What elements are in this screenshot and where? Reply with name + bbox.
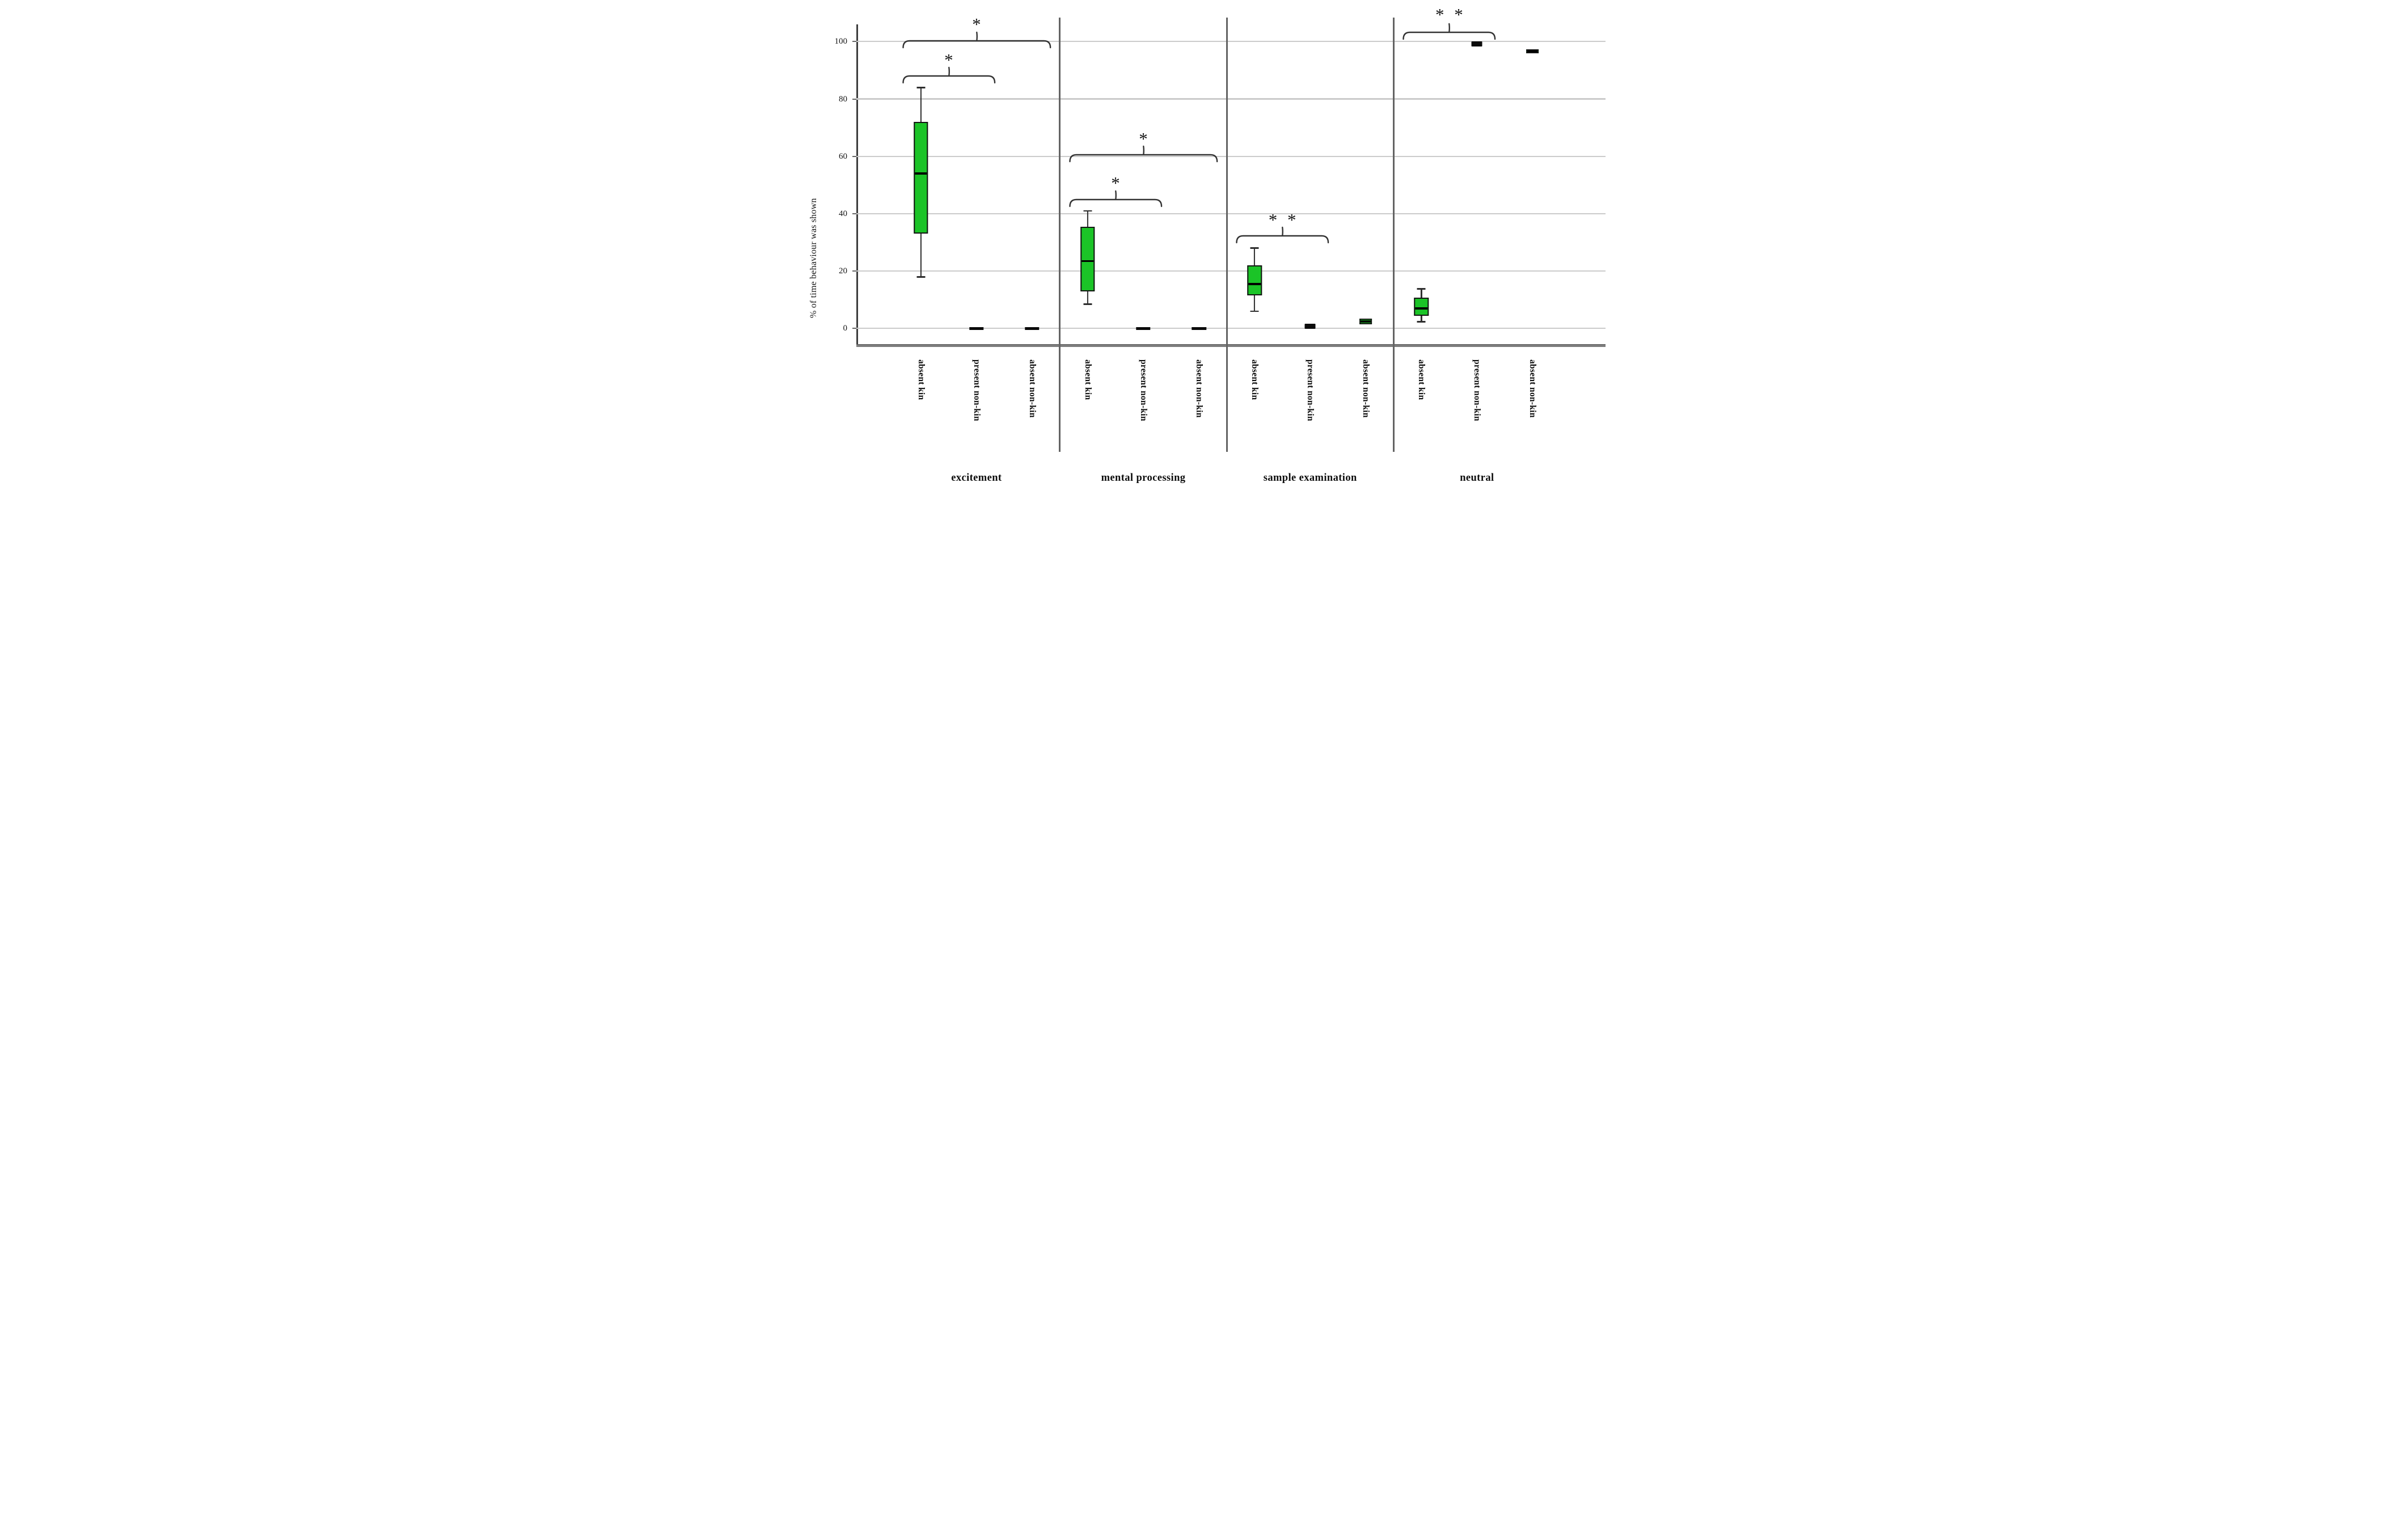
y-tick-mark-40 xyxy=(852,213,856,214)
plot-area: % of time behaviour was shown 0 20 40 60 80 1… xyxy=(803,0,1606,507)
upper-whisker-cap-neutral-absent-kin xyxy=(1417,288,1426,290)
gridline-0 xyxy=(856,328,1606,329)
significance-bracket-1 xyxy=(902,66,995,84)
box-neutral-absent-kin xyxy=(1414,297,1429,316)
x-axis-baseline xyxy=(856,344,1606,347)
group-label-sample-examination: sample examination xyxy=(1263,472,1357,484)
zero-dash-excitement-absent-non-kin xyxy=(1025,327,1040,330)
group-separator-1 xyxy=(1059,18,1061,452)
significance-bracket-2 xyxy=(1069,145,1218,163)
significance-label-0: * xyxy=(972,14,981,34)
lower-whisker-cap-excitement-absent-kin xyxy=(916,276,926,278)
x-tick-label-sample-examination-absent-non-kin: absent non-kin xyxy=(1361,359,1371,418)
upper-whisker-cap-mental-processing-absent-kin xyxy=(1083,210,1092,212)
zero-dash-mental-processing-absent-non-kin xyxy=(1192,327,1206,330)
gridline-100 xyxy=(856,41,1606,43)
gridline-80 xyxy=(856,98,1606,100)
median-mental-processing-absent-kin xyxy=(1082,260,1094,262)
box-sample-examination-absent-kin xyxy=(1247,265,1262,296)
median-sample-examination-absent-kin xyxy=(1248,283,1261,285)
lower-whisker-cap-sample-examination-absent-kin xyxy=(1250,310,1259,312)
upper-whisker-sample-examination-absent-kin xyxy=(1254,248,1256,265)
x-tick-label-excitement-absent-non-kin: absent non-kin xyxy=(1027,359,1037,418)
tiny-box-sample-examination-present-non-kin xyxy=(1304,324,1316,329)
significance-bracket-4 xyxy=(1236,226,1329,244)
group-separator-3 xyxy=(1392,18,1395,452)
significance-bracket-0 xyxy=(902,31,1051,48)
y-axis-line xyxy=(856,24,858,346)
y-tick-mark-100 xyxy=(852,41,856,43)
lower-whisker-mental-processing-absent-kin xyxy=(1087,291,1089,304)
lower-whisker-cap-mental-processing-absent-kin xyxy=(1083,303,1092,305)
y-tick-label-100: 100 xyxy=(834,37,848,46)
box-mental-processing-absent-kin xyxy=(1080,226,1095,291)
y-tick-label-60: 60 xyxy=(839,151,848,161)
group-label-excitement: excitement xyxy=(951,472,1002,484)
gridline-60 xyxy=(856,155,1606,157)
x-tick-label-sample-examination-present-non-kin: present non-kin xyxy=(1306,359,1316,421)
zero-dash-excitement-present-non-kin xyxy=(969,327,984,330)
y-tick-mark-80 xyxy=(852,98,856,100)
y-tick-mark-20 xyxy=(852,270,856,272)
x-tick-label-mental-processing-absent-kin: absent kin xyxy=(1083,359,1093,400)
significance-label-1: * xyxy=(944,49,953,70)
significance-bracket-3 xyxy=(1069,190,1162,207)
lower-whisker-cap-neutral-absent-kin xyxy=(1417,321,1426,323)
gridline-20 xyxy=(856,270,1606,272)
significance-label-5: * * xyxy=(1435,4,1463,24)
x-tick-label-excitement-present-non-kin: present non-kin xyxy=(971,359,982,421)
y-tick-label-40: 40 xyxy=(839,209,848,218)
significance-label-4: * * xyxy=(1268,209,1296,230)
box-excitement-absent-kin xyxy=(914,121,928,234)
boxplot-figure: % of time behaviour was shown 0 20 40 60 80 1… xyxy=(802,0,1606,507)
y-tick-label-0: 0 xyxy=(843,324,848,333)
group-label-neutral: neutral xyxy=(1460,472,1494,484)
zero-dash-mental-processing-present-non-kin xyxy=(1136,327,1151,330)
significance-label-2: * xyxy=(1139,128,1148,149)
median-neutral-absent-kin xyxy=(1415,307,1428,310)
upper-whisker-excitement-absent-kin xyxy=(920,87,922,122)
y-tick-label-20: 20 xyxy=(839,266,848,276)
median-neutral-absent-non-kin xyxy=(1527,50,1538,52)
x-tick-label-sample-examination-absent-kin: absent kin xyxy=(1250,359,1260,400)
x-tick-label-neutral-present-non-kin: present non-kin xyxy=(1472,359,1482,421)
median-excitement-absent-kin xyxy=(915,172,927,175)
significance-bracket-5 xyxy=(1402,23,1496,40)
y-tick-label-80: 80 xyxy=(839,94,848,104)
upper-whisker-neutral-absent-kin xyxy=(1421,289,1422,298)
gridline-40 xyxy=(856,213,1606,214)
significance-label-3: * xyxy=(1111,173,1120,193)
upper-whisker-cap-excitement-absent-kin xyxy=(916,86,926,88)
x-tick-label-mental-processing-present-non-kin: present non-kin xyxy=(1139,359,1149,421)
x-tick-label-neutral-absent-kin: absent kin xyxy=(1417,359,1427,400)
group-separator-2 xyxy=(1226,18,1228,452)
x-tick-label-excitement-absent-kin: absent kin xyxy=(916,359,926,400)
x-tick-label-neutral-absent-non-kin: absent non-kin xyxy=(1528,359,1538,418)
y-tick-mark-0 xyxy=(852,328,856,329)
tiny-box-neutral-present-non-kin xyxy=(1471,41,1482,46)
lower-whisker-excitement-absent-kin xyxy=(920,234,922,277)
lower-whisker-sample-examination-absent-kin xyxy=(1254,295,1256,311)
median-sample-examination-absent-non-kin xyxy=(1361,320,1371,323)
upper-whisker-mental-processing-absent-kin xyxy=(1087,210,1089,227)
lower-whisker-neutral-absent-kin xyxy=(1421,315,1422,322)
y-tick-mark-60 xyxy=(852,155,856,157)
upper-whisker-cap-sample-examination-absent-kin xyxy=(1250,247,1259,249)
group-label-mental-processing: mental processing xyxy=(1101,472,1186,484)
x-tick-label-mental-processing-absent-non-kin: absent non-kin xyxy=(1194,359,1205,418)
